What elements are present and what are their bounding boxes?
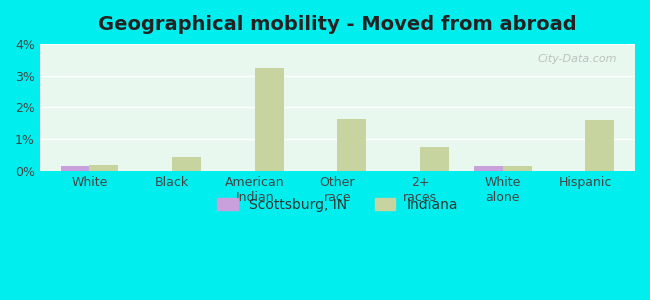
Bar xyxy=(40,43,635,44)
Bar xyxy=(40,43,635,44)
Bar xyxy=(90,165,118,171)
Legend: Scottsburg, IN, Indiana: Scottsburg, IN, Indiana xyxy=(211,192,463,217)
Bar xyxy=(40,43,635,44)
Bar xyxy=(40,43,635,44)
Title: Geographical mobility - Moved from abroad: Geographical mobility - Moved from abroa… xyxy=(98,15,577,34)
Bar xyxy=(40,43,635,44)
Bar xyxy=(40,43,635,44)
Bar xyxy=(40,43,635,44)
Bar xyxy=(40,43,635,44)
Bar xyxy=(60,166,90,171)
Bar xyxy=(255,68,283,171)
Bar xyxy=(40,43,635,44)
Bar xyxy=(40,43,635,44)
Bar xyxy=(586,120,614,171)
Bar xyxy=(337,118,367,171)
Bar xyxy=(40,43,635,44)
Bar xyxy=(40,43,635,44)
Bar xyxy=(40,43,635,44)
Bar xyxy=(40,43,635,44)
Bar xyxy=(40,43,635,44)
Bar xyxy=(40,43,635,44)
Bar xyxy=(40,43,635,44)
Bar xyxy=(474,166,502,171)
Bar xyxy=(40,43,635,44)
Bar xyxy=(40,43,635,44)
Bar xyxy=(40,43,635,44)
Bar xyxy=(40,43,635,44)
Bar xyxy=(40,43,635,44)
Bar xyxy=(40,43,635,44)
Bar xyxy=(502,166,532,171)
Bar xyxy=(40,43,635,44)
Bar xyxy=(40,43,635,44)
Bar xyxy=(40,43,635,44)
Text: City-Data.com: City-Data.com xyxy=(538,54,617,64)
Bar xyxy=(172,157,201,171)
Bar xyxy=(40,43,635,44)
Bar xyxy=(420,147,449,171)
Bar xyxy=(40,43,635,44)
Bar xyxy=(40,43,635,44)
Bar xyxy=(40,43,635,44)
Bar xyxy=(40,43,635,44)
